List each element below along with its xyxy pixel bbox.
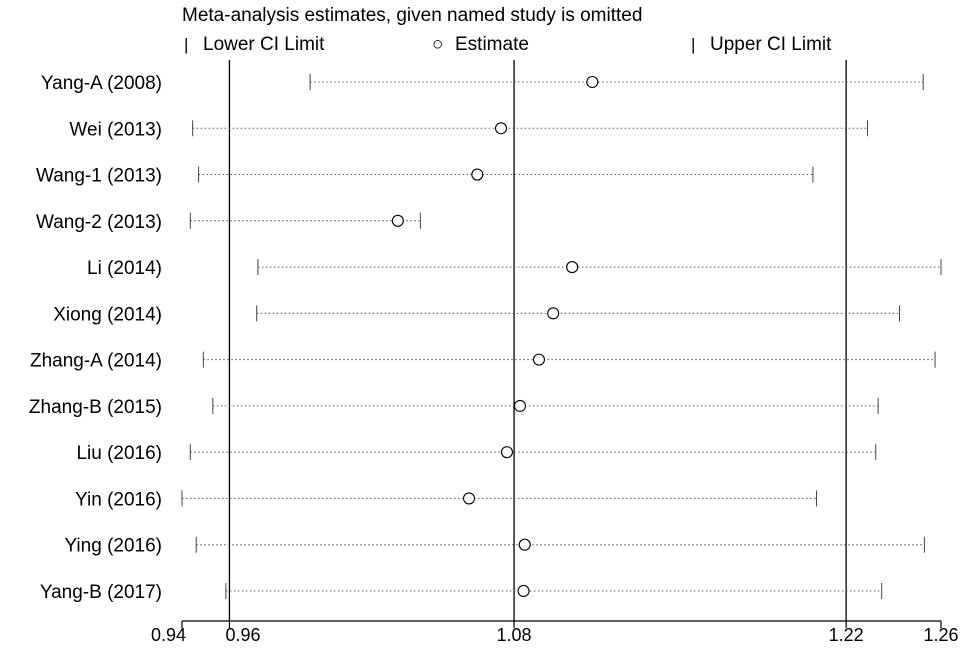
x-tick-label: 0.94 (151, 625, 186, 645)
estimate-marker (518, 538, 531, 551)
study-label: Yang-B (2017) (40, 582, 162, 603)
legend-upper-marker: | (691, 35, 695, 54)
study-label: Wang-2 (2013) (36, 212, 162, 233)
study-label: Zhang-B (2015) (29, 397, 162, 418)
study-label: Wei (2013) (69, 119, 162, 140)
study-label: Li (2014) (87, 258, 162, 279)
legend-lower-label: Lower CI Limit (203, 34, 325, 55)
legend-upper-label: Upper CI Limit (710, 34, 832, 55)
x-tick-label: 1.26 (923, 625, 958, 645)
estimate-marker (471, 168, 484, 181)
estimate-marker (517, 584, 530, 598)
study-label: Yang-A (2008) (41, 73, 162, 94)
estimate-marker (586, 75, 599, 89)
x-tick-label: 1.08 (497, 625, 532, 645)
study-row: Zhang-B (2015) (29, 397, 879, 418)
study-row: Yang-B (2017) (40, 582, 883, 603)
study-label: Ying (2016) (64, 536, 162, 557)
estimate-marker (494, 122, 508, 135)
study-label: Zhang-A (2014) (30, 351, 162, 372)
legend: | Lower CI Limit ○ Estimate | Upper CI L… (184, 34, 832, 55)
estimate-marker (513, 399, 527, 412)
study-label: Wang-1 (2013) (36, 166, 162, 187)
study-row: Yang-A (2008) (41, 73, 924, 94)
study-label: Yin (2016) (75, 489, 162, 510)
study-row: Ying (2016) (64, 536, 925, 557)
study-row: Yin (2016) (75, 489, 817, 510)
study-rows: Yang-A (2008) Wei (2013) Wang-1 (2013) Wang… (29, 73, 942, 603)
x-tick-label: 1.22 (829, 625, 864, 645)
estimate-marker (566, 261, 579, 274)
study-row: Wang-2 (2013) (36, 212, 421, 233)
x-axis: 0.94 0.96 1.08 1.22 1.26 (151, 620, 959, 645)
study-label: Xiong (2014) (53, 304, 162, 325)
study-row: Wang-1 (2013) (36, 166, 814, 187)
study-row: Liu (2016) (76, 443, 877, 464)
study-label: Liu (2016) (76, 443, 162, 464)
estimate-marker (391, 214, 404, 227)
estimate-marker (462, 492, 476, 505)
estimate-marker (500, 446, 513, 459)
chart-title: Meta-analysis estimates, given named stu… (182, 5, 642, 26)
study-row: Li (2014) (87, 258, 942, 279)
reference-lines (228, 60, 847, 621)
study-row: Zhang-A (2014) (30, 351, 936, 372)
x-tick-label: 0.96 (225, 625, 260, 645)
legend-lower-marker: | (184, 35, 188, 54)
study-row: Wei (2013) (69, 119, 868, 140)
estimate-marker (547, 307, 560, 320)
estimate-marker (532, 353, 546, 366)
study-row: Xiong (2014) (53, 304, 900, 325)
legend-estimate-marker: ○ (432, 34, 443, 55)
legend-estimate-label: Estimate (455, 34, 529, 55)
